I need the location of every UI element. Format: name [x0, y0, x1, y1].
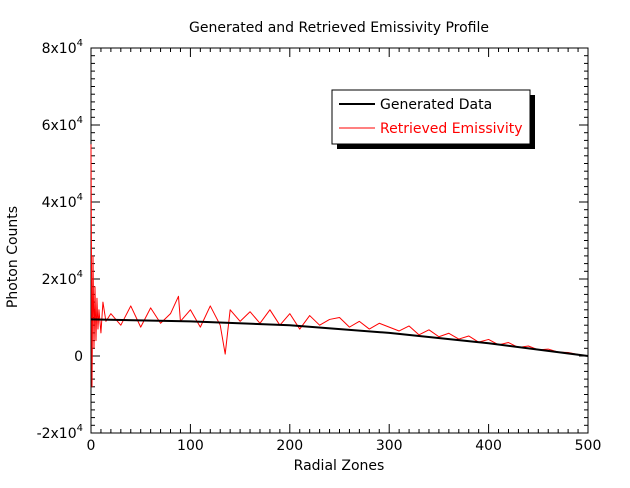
- x-tick-label: 100: [177, 438, 204, 454]
- legend-label: Generated Data: [380, 97, 492, 113]
- x-tick-label: 0: [87, 438, 96, 454]
- x-axis-label: Radial Zones: [294, 458, 385, 474]
- y-tick-label: 4x104: [42, 192, 83, 211]
- y-tick-exponent: 4: [77, 192, 83, 203]
- chart-title: Generated and Retrieved Emissivity Profi…: [189, 20, 489, 36]
- x-tick-label: 500: [575, 438, 602, 454]
- y-tick-mantissa: 8x10: [42, 41, 77, 57]
- y-tick-label: -2x104: [37, 423, 83, 442]
- y-tick-exponent: 4: [77, 269, 83, 280]
- y-tick-exponent: 4: [77, 38, 83, 49]
- plot-area: [90, 144, 589, 388]
- x-tick-label: 200: [276, 438, 303, 454]
- y-tick-label: 0: [74, 349, 83, 365]
- y-tick-exponent: 4: [77, 115, 83, 126]
- y-tick-label: 8x104: [42, 38, 83, 57]
- y-tick-label: 2x104: [42, 269, 83, 288]
- series-generated-data-line: [90, 318, 589, 357]
- y-axis-label: Photon Counts: [5, 206, 21, 308]
- y-tick-mantissa: 0: [74, 349, 83, 365]
- y-tick-mantissa: -2x10: [37, 426, 77, 442]
- legend-box: [331, 89, 531, 145]
- legend: Generated Data Retrieved Emissivity: [331, 89, 535, 149]
- y-tick-mantissa: 6x10: [42, 118, 77, 134]
- y-tick-exponent: 4: [77, 423, 83, 434]
- y-tick-mantissa: 2x10: [42, 272, 77, 288]
- y-tick-label: 6x104: [42, 115, 83, 134]
- x-tick-label: 400: [475, 438, 502, 454]
- y-tick-mantissa: 4x10: [42, 195, 77, 211]
- legend-label: Retrieved Emissivity: [380, 121, 523, 137]
- x-axis: 0 100 200 300 400 500: [87, 48, 602, 454]
- x-tick-label: 300: [376, 438, 403, 454]
